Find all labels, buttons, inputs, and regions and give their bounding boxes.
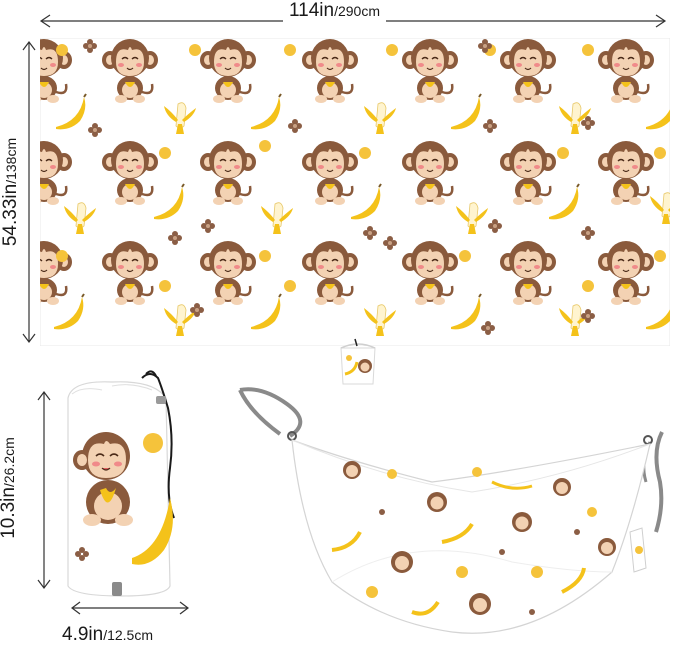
bag-width-primary: 4.9in xyxy=(62,624,104,645)
width-label: 114in/290cm xyxy=(283,0,387,22)
bag-width-arrow xyxy=(71,601,189,615)
hammock-pattern xyxy=(331,461,616,616)
bag-height-secondary: /26.2cm xyxy=(1,437,17,488)
bag-width-secondary: /12.5cm xyxy=(103,627,154,643)
small-pouch-illustration xyxy=(340,338,376,385)
bag-height-arrow xyxy=(37,391,51,589)
bag-width-label: 4.9in/12.5cm xyxy=(62,624,153,646)
length-primary: 54.33in xyxy=(0,183,21,247)
bag-height-label: 10.3in/26.2cm xyxy=(0,428,22,548)
width-primary: 114in xyxy=(289,0,335,21)
blanket-illustration xyxy=(40,38,670,346)
bag-height-primary: 10.3in xyxy=(0,487,19,539)
hammock-illustration xyxy=(238,387,664,634)
length-dimension-arrow xyxy=(22,41,36,343)
length-label: 54.33in/138cm xyxy=(0,112,24,272)
length-secondary: /138cm xyxy=(3,137,19,184)
width-secondary: /290cm xyxy=(334,3,381,19)
dot-pattern xyxy=(56,44,666,292)
stuff-bag-illustration xyxy=(67,370,175,597)
